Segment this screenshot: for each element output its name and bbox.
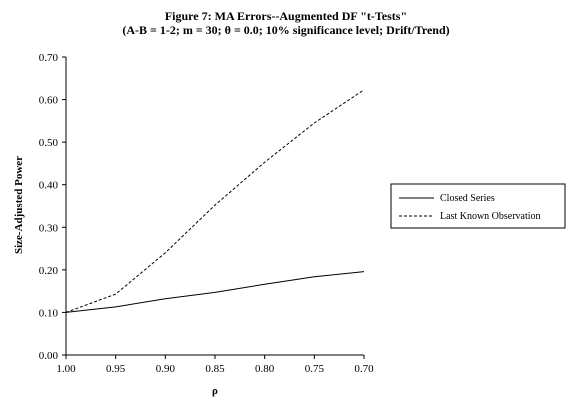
y-tick-label: 0.20 — [39, 265, 59, 277]
chart-subtitle: (A-B = 1-2; m = 30; θ = 0.0; 10% signifi… — [122, 23, 449, 37]
y-tick-label: 0.30 — [39, 222, 59, 234]
y-tick-label: 0.70 — [39, 52, 59, 64]
x-tick-label: 0.75 — [305, 363, 325, 375]
x-tick-label: 0.80 — [255, 363, 275, 375]
x-tick-label: 0.90 — [156, 363, 176, 375]
x-tick-label: 0.85 — [205, 363, 225, 375]
y-tick-label: 0.60 — [39, 95, 59, 107]
y-tick-label: 0.50 — [39, 137, 59, 149]
x-tick-label: 0.70 — [354, 363, 374, 375]
y-tick-label: 0.00 — [39, 350, 59, 362]
x-tick-label: 1.00 — [56, 363, 76, 375]
legend: Closed Series Last Known Observation — [390, 183, 566, 229]
legend-label-closed-series: Closed Series — [440, 193, 495, 204]
series-line-last-known-observation — [65, 89, 365, 313]
x-axis-label: ρ — [212, 385, 218, 397]
x-tick-label: 0.95 — [106, 363, 126, 375]
plot-area: 0.00 0.10 0.20 0.30 0.40 0.50 0.60 0.70 1.00 0.95… — [39, 52, 374, 375]
y-tick-label: 0.40 — [39, 180, 59, 192]
chart-title: Figure 7: MA Errors--Augmented DF "t-Tes… — [165, 9, 407, 23]
series-line-closed-series — [65, 271, 365, 313]
legend-label-last-known-observation: Last Known Observation — [440, 211, 541, 222]
legend-box — [390, 183, 566, 229]
y-axis-label: Size-Adjusted Power — [13, 156, 25, 254]
y-tick-label: 0.10 — [39, 307, 59, 319]
